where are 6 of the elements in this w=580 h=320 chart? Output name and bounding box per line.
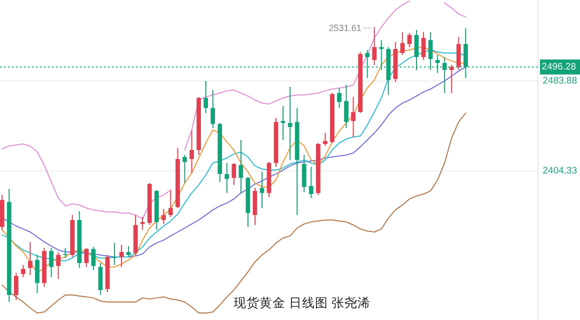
line-series bbox=[2, 112, 466, 314]
ref-line-label: 2496.28 bbox=[542, 61, 576, 72]
y-tick-label: 2404.33 bbox=[542, 165, 577, 176]
y-tick-label: 2483.88 bbox=[542, 76, 577, 87]
annotation: 现货黄金 日线图 张尧浠 bbox=[234, 296, 370, 310]
annotation: 2531.61 bbox=[328, 23, 362, 34]
